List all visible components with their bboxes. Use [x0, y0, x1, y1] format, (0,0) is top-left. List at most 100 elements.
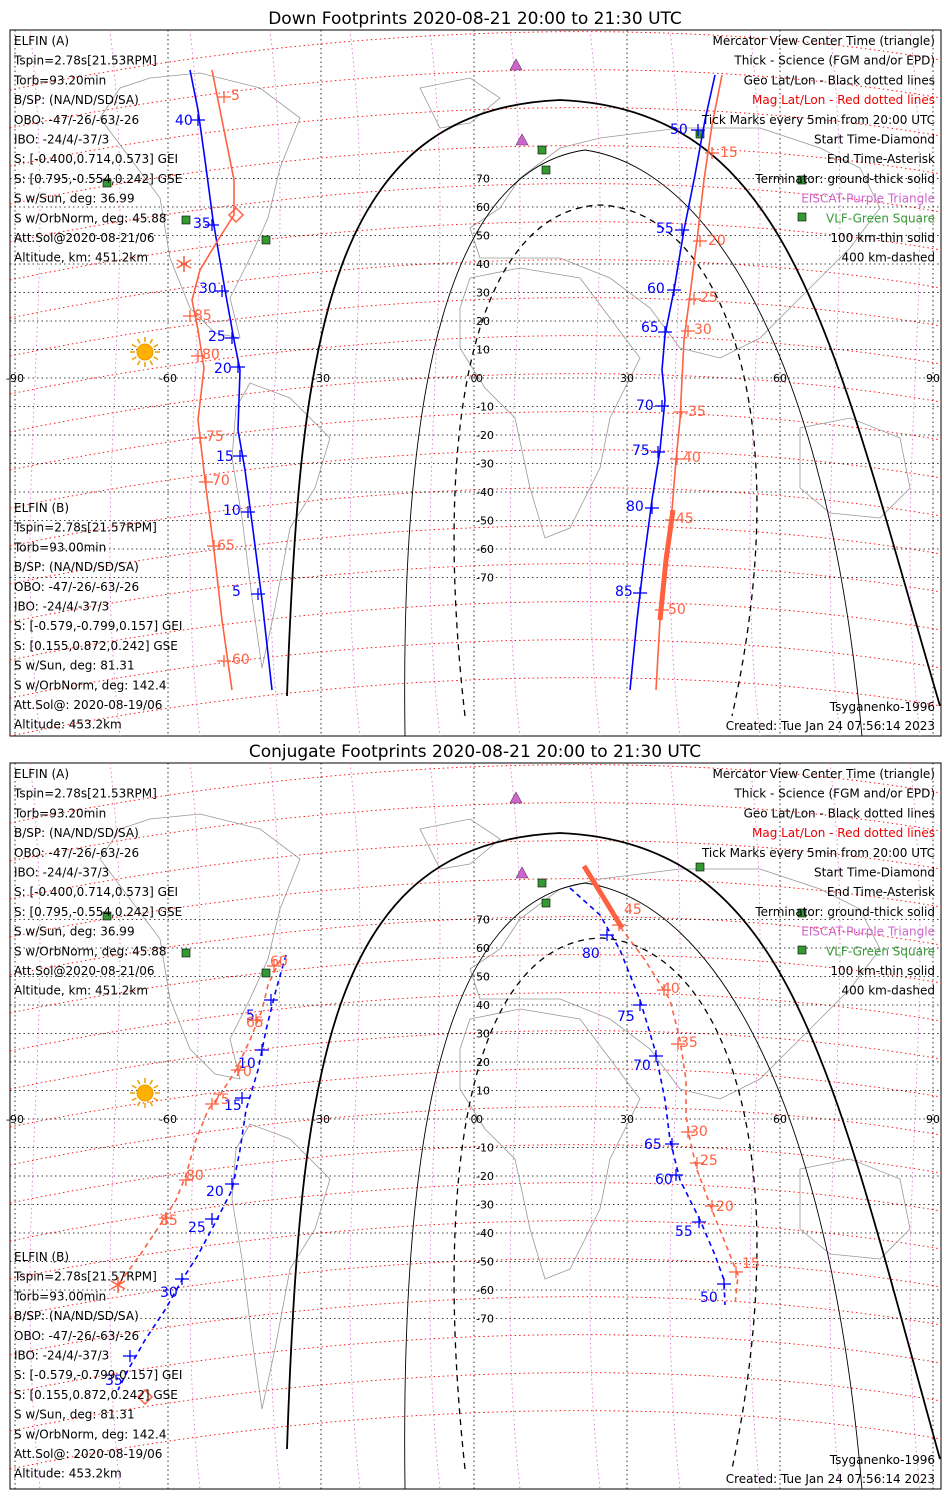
map-area: 40 35 30 25 20 15 10 5 50 55 60 65 70 75 80 85 5 85 80 75 70…: [10, 30, 941, 736]
legend-line: 100 km-thin solid: [830, 231, 935, 245]
elfin-a-info-line: ELFIN (A): [14, 34, 69, 48]
elfin-b-science-segment: [657, 509, 676, 621]
legend-line: VLF-Green Square: [826, 944, 935, 958]
mag-lon-line: [189, 30, 201, 736]
elfin-a-info-line: S: [0.795,-0.554,0.242] GSE: [14, 172, 182, 186]
elfin-a-time-label: 55: [675, 1224, 693, 1240]
lat-tick-label: 10: [476, 344, 490, 357]
mag-lat-line: [10, 1182, 941, 1242]
elfin-a-info-line: IBO: -24/4/-37/3: [14, 866, 109, 880]
lat-tick-label: 50: [476, 230, 490, 243]
mag-lon-line: [29, 763, 41, 1489]
elfin-a-info-line: S w/OrbNorm, deg: 45.88: [14, 211, 166, 225]
legend-line: Start Time-Diamond: [814, 866, 935, 880]
elfin-a-time-label: 25: [208, 329, 226, 345]
elfin-a-info-line: Att.Sol@2020-08-21/06: [14, 231, 155, 245]
mag-lat-line: [10, 1410, 941, 1470]
lon-tick-label: 60: [773, 1113, 787, 1126]
mag-lon-line: [509, 30, 521, 736]
mag-lon-line: [589, 30, 601, 736]
elfin-b-info-line: Att.Sol@: 2020-08-19/06: [14, 1447, 162, 1461]
elfin-b-time-label: 40: [683, 450, 701, 466]
elfin-b-time-label: 70: [234, 1064, 252, 1080]
legend-line: Mercator View Center Time (triangle): [713, 34, 935, 48]
elfin-b-time-label: 25: [700, 1153, 718, 1169]
mag-lat-line: [10, 1030, 941, 1090]
mag-lat-line: [10, 373, 941, 433]
elfin-b-time-label: 45: [624, 902, 642, 918]
legend-line: Tick Marks every 5min from 20:00 UTC: [701, 113, 935, 127]
lat-tick-label: 70: [476, 173, 490, 186]
vlf-square-icon: [797, 175, 807, 185]
lon-tick-label: -30: [312, 372, 330, 385]
end-asterisk-icon: [110, 1277, 126, 1293]
elfin-b-time-label: 45: [676, 511, 694, 527]
mag-lat-line: [10, 1144, 941, 1204]
elfin-a-time-label: 50: [700, 1290, 718, 1306]
elfin-b-track-west: [117, 959, 281, 1286]
lon-tick-label: -30: [312, 1113, 330, 1126]
elfin-b-time-label: 20: [708, 233, 726, 249]
elfin-b-time-label: 65: [217, 538, 235, 554]
elfin-a-time-label: 10: [238, 1056, 256, 1072]
elfin-b-time-label: 60: [232, 652, 250, 668]
lon-tick-label: 0: [471, 1113, 478, 1126]
elfin-a-time-label: 80: [582, 946, 600, 962]
legend-line: Geo Lat/Lon - Black dotted lines: [744, 73, 935, 87]
lat-tick-label: -30: [476, 458, 494, 471]
elfin-b-time-label: 20: [716, 1199, 734, 1215]
start-diamond-icon: [136, 1388, 154, 1406]
mag-lon-line: [829, 30, 841, 736]
lon-tick-label: 0: [471, 372, 478, 385]
lat-tick-label: -10: [476, 1142, 494, 1155]
mag-lon-line: [29, 30, 41, 736]
elfin-b-info-line: IBO: -24/4/-37/3: [14, 1349, 109, 1363]
mag-lon-line: [829, 763, 841, 1489]
elfin-b-time-label: 15: [742, 1256, 760, 1272]
mag-lat-line: [10, 639, 941, 699]
land-australia: [799, 417, 911, 519]
vlf-square-icon: [102, 178, 112, 188]
land-north-america: [99, 72, 301, 339]
mag-lat-line: [10, 1258, 941, 1318]
elfin-b-time-label: 35: [688, 404, 706, 420]
end-asterisk-icon: [176, 256, 192, 272]
land-greenland: [419, 77, 501, 129]
elfin-b-info-line: Torb=93.00min: [13, 540, 106, 554]
legend-line: Thick - Science (FGM and/or EPD): [733, 787, 935, 801]
elfin-a-time-label: 15: [216, 449, 234, 465]
elfin-b-time-label: 75: [206, 429, 224, 445]
elfin-b-info-line: Altitude: 453.2km: [14, 718, 122, 732]
elfin-a-info-line: Torb=93.20min: [13, 73, 106, 87]
lat-tick-label: 70: [476, 914, 490, 927]
mag-lon-line: [749, 30, 761, 736]
mag-lon-line: [349, 763, 361, 1489]
elfin-b-time-label: 5: [231, 88, 240, 104]
lat-tick-label: 30: [476, 1028, 490, 1041]
vlf-square-icon: [797, 212, 807, 222]
elfin-b-time-label: 50: [668, 602, 686, 618]
lat-tick-label: -40: [476, 486, 494, 499]
mag-lon-line: [109, 30, 121, 736]
elfin-b-info-line: ELFIN (B): [14, 1250, 69, 1264]
elfin-a-track-east: [569, 887, 726, 1306]
elfin-a-info-line: S: [0.795,-0.554,0.242] GSE: [14, 905, 182, 919]
legend-line: 400 km-dashed: [841, 251, 935, 265]
sun-icon: [130, 1078, 160, 1108]
elfin-a-time-label: 5: [246, 1008, 255, 1024]
elfin-a-info-line: S: [-0.400,0.714,0.573] GEI: [14, 152, 178, 166]
mag-lat-line: [10, 1334, 941, 1394]
mag-lat-line: [10, 954, 941, 1014]
elfin-a-time-label: 5: [232, 584, 241, 600]
vlf-square-icon: [537, 878, 547, 888]
elfin-b-time-label: 75: [212, 1092, 230, 1108]
terminator-400km: [453, 204, 758, 717]
elfin-a-time-label: 75: [617, 1009, 635, 1025]
vlf-square-icon: [102, 911, 112, 921]
mag-lat-line: [10, 411, 941, 471]
map-frame: [9, 762, 942, 1490]
lon-tick-label: -90: [6, 1113, 24, 1126]
legend-line: VLF-Green Square: [826, 211, 935, 225]
terminator-ground: [286, 832, 941, 1460]
land-africa: [459, 267, 641, 539]
